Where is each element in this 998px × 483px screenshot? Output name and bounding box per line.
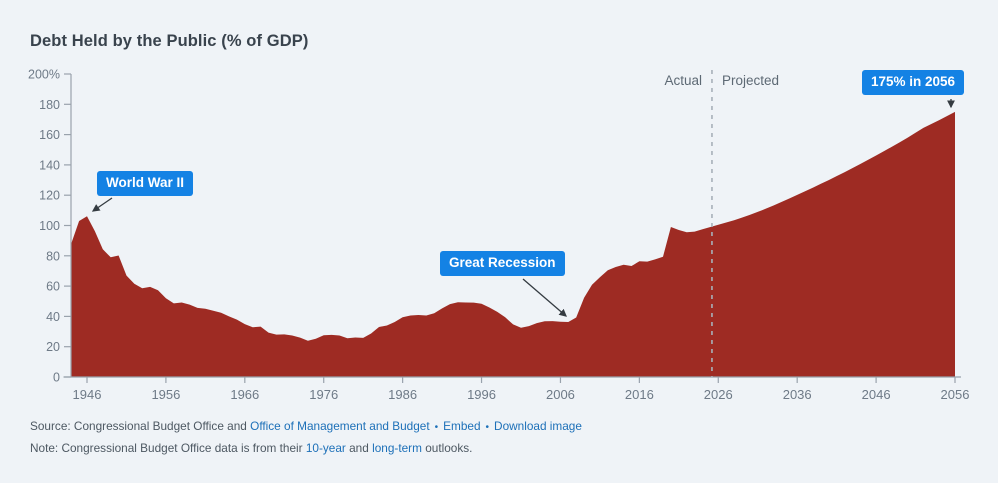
great-recession-annotation-badge: Great Recession bbox=[440, 251, 565, 276]
y-tick-label: 120 bbox=[39, 189, 60, 203]
note-line: Note: Congressional Budget Office data i… bbox=[30, 441, 582, 455]
x-tick-label: 1956 bbox=[151, 387, 180, 402]
x-tick-label: 1946 bbox=[73, 387, 102, 402]
x-tick-label: 1976 bbox=[309, 387, 338, 402]
x-tick-label: 1966 bbox=[230, 387, 259, 402]
x-tick-label: 2036 bbox=[783, 387, 812, 402]
y-tick-label: 0 bbox=[53, 371, 60, 385]
long-term-outlook-link[interactable]: long-term bbox=[372, 441, 422, 455]
x-tick-label: 2046 bbox=[862, 387, 891, 402]
note-text-and: and bbox=[345, 441, 373, 455]
peak-value-annotation-badge: 175% in 2056 bbox=[862, 70, 965, 95]
bullet-separator-icon: • bbox=[485, 422, 490, 433]
wwii-annotation-badge: World War II bbox=[97, 171, 194, 196]
y-tick-label: 140 bbox=[39, 158, 60, 172]
x-tick-label: 2016 bbox=[625, 387, 654, 402]
y-tick-label: 80 bbox=[46, 249, 60, 263]
source-text: Source: Congressional Budget Office and bbox=[30, 419, 251, 433]
actual-label: Actual bbox=[664, 73, 702, 88]
debt-area-series bbox=[71, 111, 955, 378]
ten-year-outlook-link[interactable]: 10-year bbox=[305, 441, 346, 455]
note-text-suffix: outlooks. bbox=[421, 441, 473, 455]
chart-footer: Source: Congressional Budget Office and … bbox=[30, 419, 582, 463]
projected-label: Projected bbox=[722, 73, 780, 88]
y-tick-label: 60 bbox=[46, 280, 60, 294]
y-tick-label: 100 bbox=[39, 219, 60, 233]
y-tick-label: 180 bbox=[39, 98, 60, 112]
x-tick-label: 1986 bbox=[388, 387, 417, 402]
y-tick-label: 40 bbox=[46, 310, 60, 324]
note-text: Note: Congressional Budget Office data i… bbox=[30, 441, 306, 455]
embed-link[interactable]: Embed bbox=[443, 419, 481, 433]
x-tick-label: 2006 bbox=[546, 387, 575, 402]
great-recession-arrow bbox=[522, 278, 567, 317]
chart-title: Debt Held by the Public (% of GDP) bbox=[30, 32, 309, 50]
download-image-link[interactable]: Download image bbox=[494, 419, 582, 433]
x-tick-label: 1996 bbox=[467, 387, 496, 402]
x-tick-label: 2056 bbox=[941, 387, 970, 402]
wwii-arrow bbox=[91, 197, 113, 212]
omb-link[interactable]: Office of Management and Budget bbox=[250, 419, 430, 433]
y-tick-label: 160 bbox=[39, 128, 60, 142]
y-tick-label: 20 bbox=[46, 340, 60, 354]
x-tick-label: 2026 bbox=[704, 387, 733, 402]
source-line: Source: Congressional Budget Office and … bbox=[30, 419, 582, 433]
bullet-separator-icon: • bbox=[434, 422, 439, 433]
y-tick-label: 200% bbox=[28, 68, 60, 82]
